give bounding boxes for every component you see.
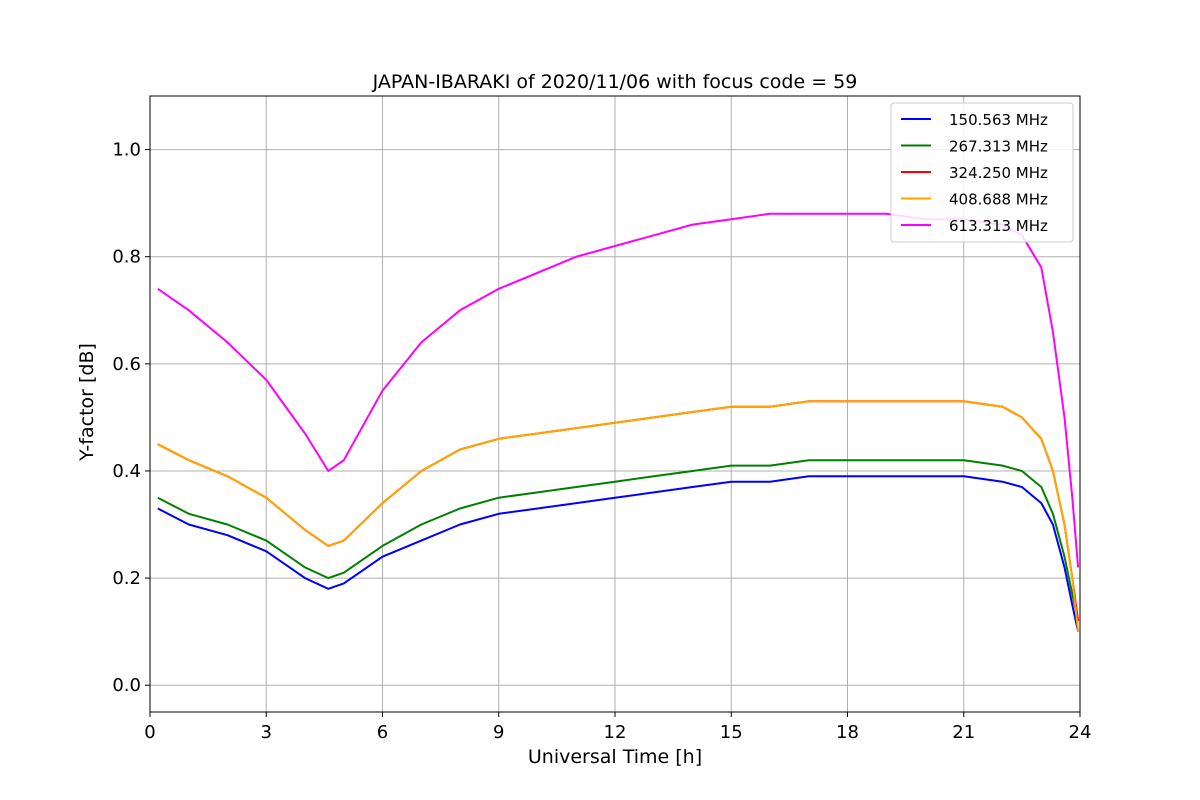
legend-label: 150.563 MHz: [949, 111, 1048, 129]
legend-label: 408.688 MHz: [949, 191, 1048, 209]
ticks-layer: 0 3 6 9 12 15 18 21 24 0.0 0.2 0.4 0.6 0.8 1.0: [112, 140, 1091, 743]
x-tick-label: 24: [1069, 722, 1092, 743]
y-tick-label: 0.4: [112, 461, 141, 482]
x-tick-label: 18: [836, 722, 859, 743]
y-axis-label: Y-factor [dB]: [76, 343, 98, 462]
series-line-4: [157, 212, 1080, 568]
series-line-2: [157, 400, 1080, 622]
y-tick-label: 0.0: [112, 675, 141, 696]
y-tick-label: 1.0: [112, 140, 141, 161]
x-tick-label: 0: [144, 722, 155, 743]
legend-box: [890, 102, 1074, 243]
x-tick-label: 15: [720, 722, 743, 743]
legend: 150.563 MHz 267.313 MHz 324.250 MHz 408.688…: [890, 102, 1074, 243]
x-tick-label: 9: [493, 722, 504, 743]
x-tick-label: 6: [377, 722, 388, 743]
y-tick-label: 0.2: [112, 568, 141, 589]
legend-label: 613.313 MHz: [949, 217, 1048, 235]
x-tick-label: 12: [604, 722, 627, 743]
series-line-1: [157, 459, 1080, 622]
series-line-0: [157, 475, 1080, 632]
x-axis-label: Universal Time [h]: [528, 746, 702, 768]
y-tick-label: 0.6: [112, 354, 141, 375]
series-layer: [157, 212, 1080, 632]
x-tick-label: 3: [261, 722, 272, 743]
y-tick-label: 0.8: [112, 247, 141, 268]
legend-label: 267.313 MHz: [949, 138, 1048, 156]
legend-label: 324.250 MHz: [949, 164, 1048, 182]
chart-title: JAPAN-IBARAKI of 2020/11/06 with focus c…: [372, 71, 858, 93]
x-tick-label: 21: [952, 722, 975, 743]
series-line-3: [157, 400, 1080, 632]
